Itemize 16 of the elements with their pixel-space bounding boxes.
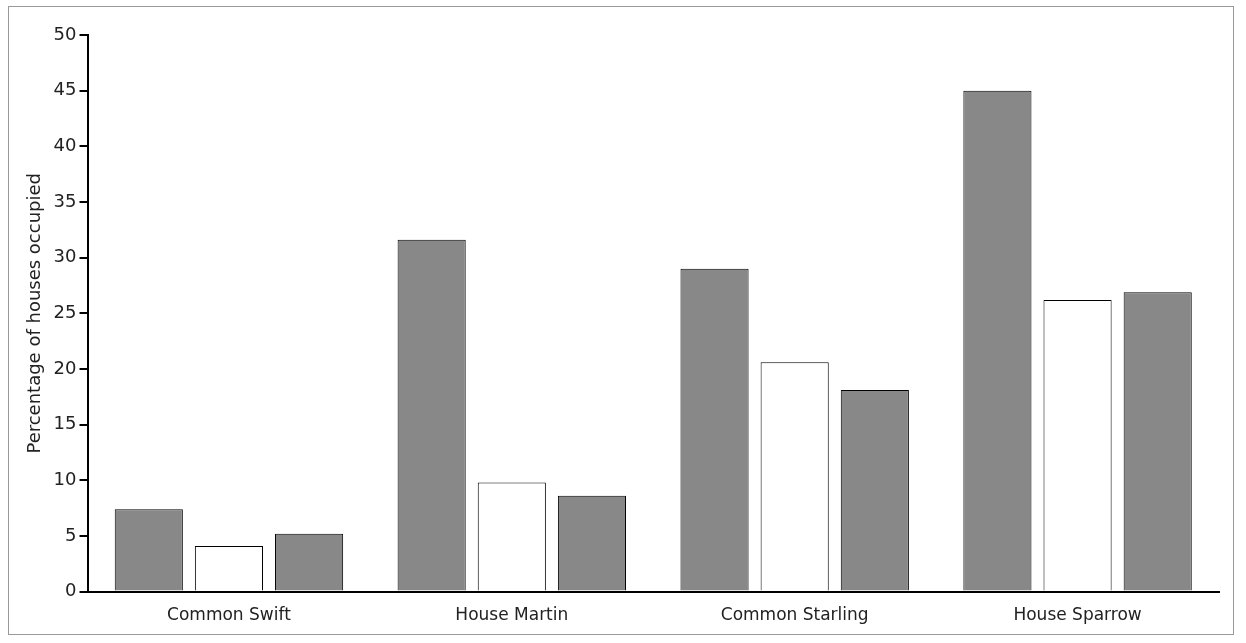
y-tick-label: 15: [53, 412, 77, 434]
y-tick-label: 45: [53, 78, 77, 100]
x-tick-label: Common Swift: [167, 604, 292, 625]
y-tick-label: 10: [53, 467, 77, 489]
y-tick-label: 30: [53, 245, 77, 267]
x-tick-label: House Sparrow: [1013, 604, 1142, 625]
y-tick-label: 0: [65, 579, 77, 601]
y-tick-label: 35: [53, 189, 77, 211]
x-tick-label: House Martin: [455, 604, 569, 625]
y-axis-title: Percentage of houses occupied: [23, 173, 45, 454]
x-tick-label: Common Starling: [720, 604, 869, 625]
y-tick-label: 40: [53, 133, 77, 155]
y-tick-label: 5: [65, 523, 77, 545]
y-tick-label: 50: [53, 22, 77, 44]
y-tick-label: 25: [53, 300, 77, 322]
y-tick-label: 20: [53, 356, 77, 378]
